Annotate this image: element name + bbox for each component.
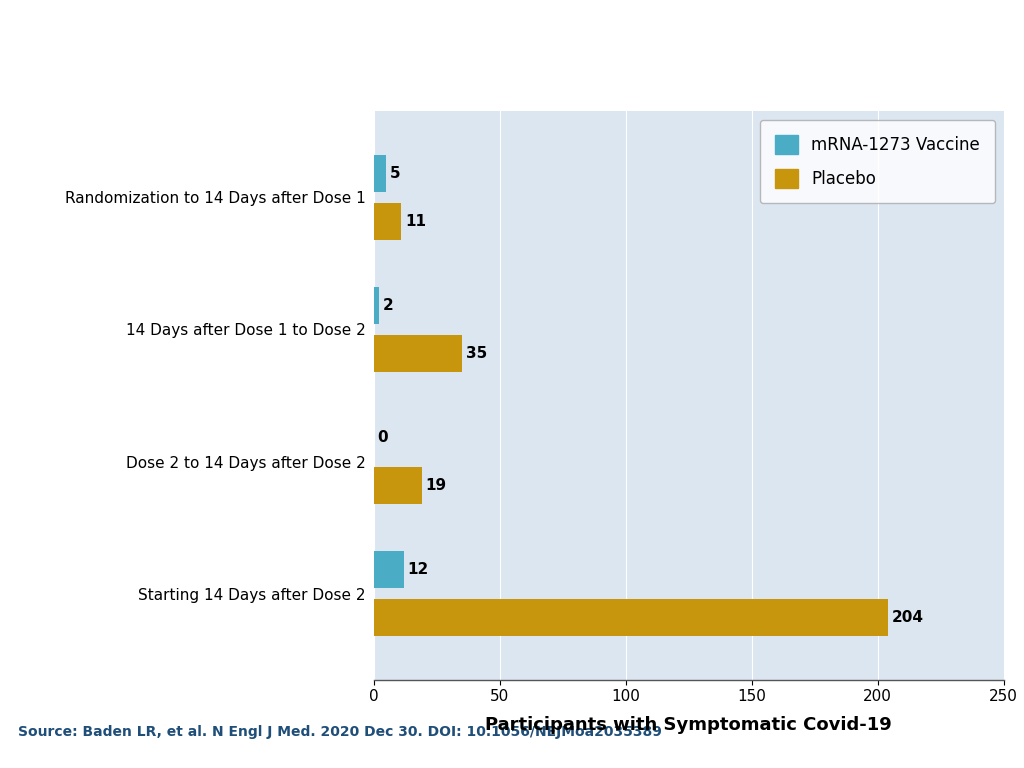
Text: Source: Baden LR, et al. N Engl J Med. 2020 Dec 30. DOI: 10.1056/NEJMoa2035389: Source: Baden LR, et al. N Engl J Med. 2… [18, 725, 663, 739]
Text: 12: 12 [408, 562, 429, 578]
Bar [374, 335, 462, 372]
Text: 19: 19 [425, 478, 446, 493]
Bar [374, 467, 422, 504]
Bar [374, 155, 386, 192]
Text: Efficacy and Safety of the mRNA-1273 SARS-CoV-2 Vaccine: Efficacy and Safety of the mRNA-1273 SAR… [18, 23, 893, 48]
Text: 0: 0 [378, 430, 388, 445]
Bar [374, 551, 404, 588]
Text: Vaccine Efficacy During Study, Modified Intention-to-Treat Analysis: Vaccine Efficacy During Study, Modified … [18, 83, 759, 103]
Legend: mRNA-1273 Vaccine, Placebo: mRNA-1273 Vaccine, Placebo [760, 120, 995, 204]
Text: 11: 11 [406, 214, 426, 229]
Text: 2: 2 [383, 298, 393, 313]
Bar [374, 203, 401, 240]
Text: 204: 204 [892, 610, 924, 625]
Text: 35: 35 [466, 346, 487, 361]
Bar [374, 599, 888, 636]
Text: 5: 5 [390, 166, 400, 181]
X-axis label: Participants with Symptomatic Covid-19: Participants with Symptomatic Covid-19 [485, 716, 892, 733]
Bar [374, 287, 379, 324]
